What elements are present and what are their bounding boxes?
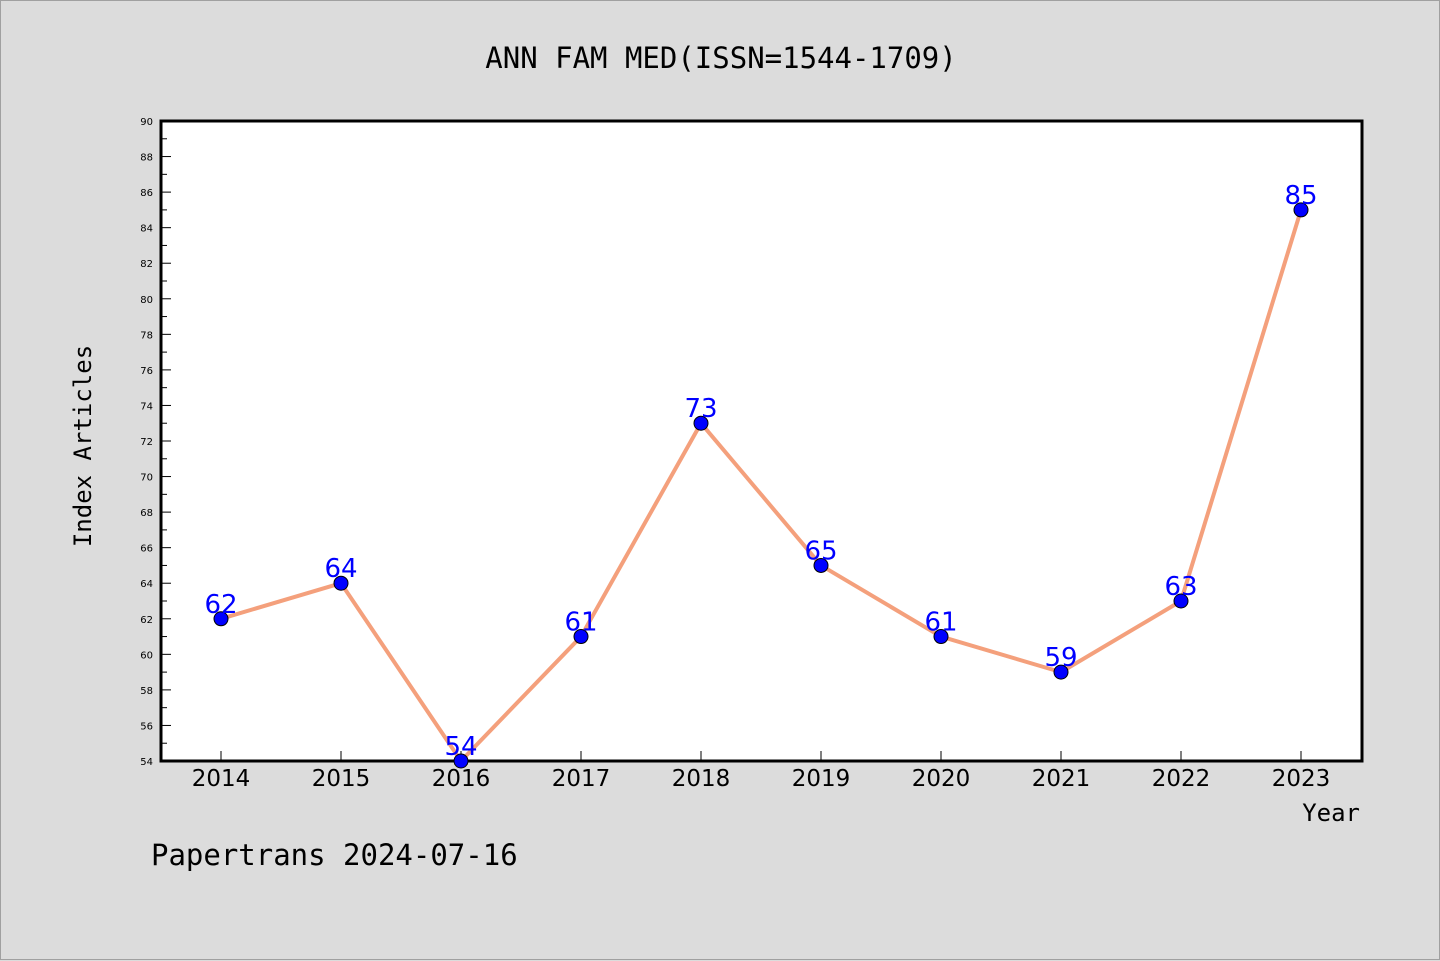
x-tick-label: 2019 [792,766,851,792]
data-labels: 62 64 54 61 73 65 61 59 63 85 [204,181,1317,762]
y-axis-label: Index Articles [69,345,97,547]
data-label: 65 [804,536,837,566]
y-tick-label: 80 [140,295,153,306]
data-markers [213,202,1309,769]
data-point [453,753,469,769]
y-tick-label: 82 [140,259,153,270]
footer-credit: Papertrans 2024-07-16 [151,838,518,872]
data-label: 61 [564,608,597,638]
data-point [1293,202,1309,218]
data-point [813,557,829,573]
data-point [573,629,589,645]
x-tick-label: 2016 [432,766,491,792]
data-point [333,575,349,591]
y-axis: 54 56 58 60 62 64 66 68 70 72 74 76 78 80 82 84 86 88 90 [140,117,171,768]
y-tick-label: 66 [140,544,153,555]
y-tick-label: 74 [140,401,153,412]
data-label: 62 [204,590,237,620]
y-tick-label: 88 [140,153,153,164]
data-label: 61 [924,608,957,638]
x-tick-label: 2023 [1272,766,1331,792]
y-tick-label: 62 [140,615,153,626]
data-label: 59 [1044,643,1077,673]
data-label: 63 [1164,572,1197,602]
y-tick-label: 58 [140,686,153,697]
y-tick-label: 78 [140,330,153,341]
data-point [1173,593,1189,609]
x-tick-label: 2017 [552,766,611,792]
data-label: 85 [1284,181,1317,211]
y-tick-label: 64 [140,579,153,590]
data-label: 64 [324,554,357,584]
data-point [933,629,949,645]
data-point [213,611,229,627]
x-tick-label: 2022 [1152,766,1211,792]
series-line [220,209,1303,763]
y-tick-label: 56 [140,721,153,732]
y-tick-label: 72 [140,437,153,448]
data-label: 73 [684,394,717,424]
y-tick-label: 70 [140,473,153,484]
y-tick-label: 86 [140,188,153,199]
series-polyline [220,209,1303,763]
chart-title: ANN FAM MED(ISSN=1544-1709) [485,41,956,75]
plot-area [159,119,1364,763]
x-axis-label: Year [1302,799,1360,827]
y-tick-label: 54 [140,757,153,768]
y-tick-label: 90 [140,117,153,128]
y-tick-label: 84 [140,224,153,235]
y-tick-label: 60 [140,650,153,661]
x-tick-label: 2018 [672,766,731,792]
x-tick-label: 2020 [912,766,971,792]
data-point [1053,664,1069,680]
x-tick-label: 2015 [312,766,371,792]
data-label: 54 [444,732,477,762]
x-axis: 2014 2015 2016 2017 2018 2019 2020 2021 2022 2023 [192,751,1331,792]
x-tick-label: 2014 [192,766,251,792]
data-point [693,415,709,431]
y-tick-label: 68 [140,508,153,519]
x-tick-label: 2021 [1032,766,1091,792]
y-tick-label: 76 [140,366,153,377]
